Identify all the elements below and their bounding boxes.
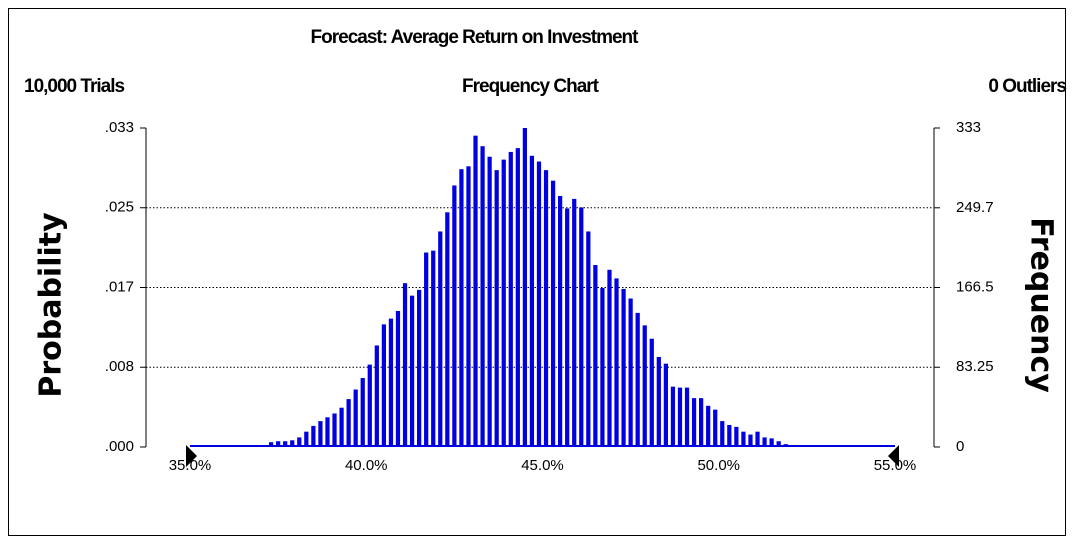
y2-tick-label: 0 [956, 438, 964, 455]
bar [290, 440, 295, 447]
bar [614, 278, 619, 447]
bar [607, 269, 612, 447]
bar [769, 438, 774, 447]
bar [635, 312, 640, 447]
bar [600, 287, 605, 447]
trials-label: 10,000 Trials [24, 76, 124, 97]
bar [572, 198, 577, 447]
x-tick-label: 50.0% [697, 457, 740, 474]
bar [494, 170, 499, 447]
bar [360, 378, 365, 447]
bar [684, 387, 690, 447]
bar [586, 231, 591, 447]
chart-title: Forecast: Average Return on Investment [311, 27, 640, 48]
bar [515, 148, 520, 447]
x-tick-label: 45.0% [521, 457, 564, 474]
bar [748, 434, 753, 447]
bar [706, 405, 711, 447]
bar [628, 298, 633, 447]
bar [501, 159, 506, 447]
bar [529, 155, 535, 448]
bar [402, 283, 408, 447]
y2-tick-label: 83.25 [956, 358, 994, 375]
bar [699, 398, 704, 447]
bar [776, 441, 781, 447]
x-tick-label: 40.0% [345, 457, 388, 474]
bar [339, 407, 344, 447]
bar [536, 161, 542, 447]
bar [459, 169, 464, 447]
y-tick-label: .025 [105, 199, 134, 216]
bar [332, 413, 337, 447]
bar [727, 424, 732, 447]
bar [480, 146, 485, 447]
y2-tick-label: 249.7 [956, 199, 994, 216]
bar [374, 345, 379, 447]
bar [409, 295, 415, 447]
bar [550, 180, 556, 447]
bar [593, 264, 598, 447]
bar [642, 325, 647, 447]
bar [473, 135, 478, 447]
bar [381, 324, 386, 447]
bar [424, 252, 429, 447]
bar [558, 196, 563, 447]
bar [755, 431, 760, 447]
bar [318, 421, 323, 447]
bar [311, 425, 316, 447]
bar [388, 318, 394, 447]
bar [353, 389, 358, 447]
bar [367, 364, 372, 447]
bar [283, 441, 288, 447]
y2-tick-label: 166.5 [956, 278, 994, 295]
bar [656, 356, 661, 447]
bar [417, 289, 422, 447]
chart-subtitle: Frequency Chart [462, 76, 600, 97]
bar [741, 431, 746, 447]
bar [734, 426, 739, 447]
y2-tick-label: 333 [956, 119, 981, 136]
bar [395, 310, 401, 447]
bar [565, 208, 570, 447]
bar [783, 444, 788, 447]
x-tick-label: 55.0% [874, 457, 917, 474]
bar [466, 166, 471, 448]
y-tick-label: .000 [105, 438, 134, 455]
bar [579, 207, 584, 447]
bar [522, 128, 527, 447]
bar [663, 363, 668, 447]
y-tick-label: .017 [105, 278, 134, 295]
range-marker [186, 445, 197, 467]
bar [297, 437, 302, 447]
bar [677, 387, 683, 447]
y-tick-label: .033 [105, 119, 134, 136]
bar [508, 151, 513, 447]
range-marker [888, 445, 899, 467]
bar [762, 437, 767, 447]
bar [720, 421, 725, 447]
bar [325, 417, 330, 447]
x-tick-label: 35.0% [169, 457, 212, 474]
bar [268, 442, 274, 447]
y2-axis-label: Frequency [1024, 217, 1059, 393]
bar [431, 250, 436, 447]
bar [543, 170, 549, 447]
outliers-label: 0 Outliers [988, 76, 1066, 97]
bar [621, 288, 626, 447]
bar [691, 398, 697, 447]
bar [346, 399, 351, 447]
bar [487, 156, 492, 447]
y-axis-label: Probability [34, 212, 69, 398]
y-tick-label: .008 [105, 358, 134, 375]
bar [304, 431, 309, 447]
bar [649, 338, 654, 447]
bar [452, 185, 457, 447]
bar [438, 231, 443, 447]
bar [445, 212, 450, 447]
bar [670, 386, 676, 447]
bar [713, 409, 718, 447]
bar [276, 441, 281, 447]
